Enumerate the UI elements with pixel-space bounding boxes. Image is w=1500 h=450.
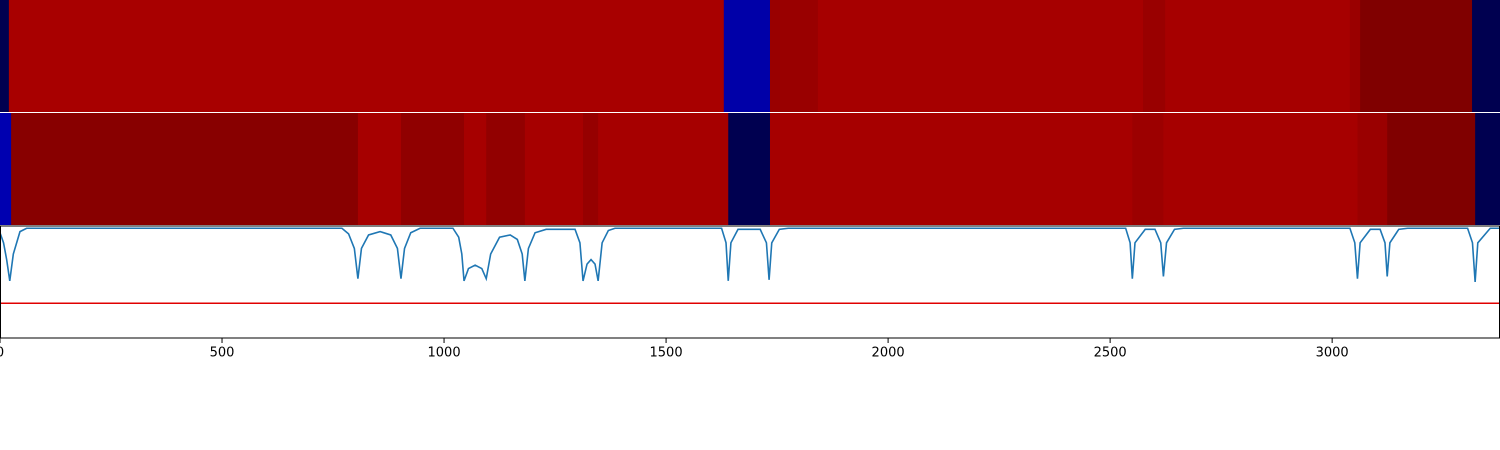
segment [464,113,487,225]
segment [583,113,599,225]
segment [1357,113,1388,225]
segment [1142,0,1166,112]
segment [486,113,526,225]
x-tick-label: 0 [0,346,4,361]
x-tick-label: 2500 [1094,346,1127,361]
segment [0,113,12,225]
segment [1360,0,1473,112]
segment [357,113,402,225]
segment [8,0,725,112]
x-tick-label: 500 [210,346,235,361]
segment [1387,113,1476,225]
segment [11,113,359,225]
segment [598,113,729,225]
segment [817,0,1144,112]
segment [1132,113,1164,225]
plot-area [0,226,1500,338]
segment [769,0,819,112]
segment [723,0,771,112]
segment [0,0,10,112]
segment [1349,0,1361,112]
x-tick-label: 2000 [872,346,905,361]
segment [1163,113,1358,225]
segment [400,113,465,225]
segment [1472,0,1500,112]
x-tick-label: 1500 [650,346,683,361]
segment [524,113,584,225]
segment [1165,0,1351,112]
segment [1475,113,1500,225]
x-tick-label: 3000 [1316,346,1349,361]
data-line [0,227,1500,283]
segment [769,113,1133,225]
x-tick-label: 1000 [428,346,461,361]
segment [728,113,771,225]
